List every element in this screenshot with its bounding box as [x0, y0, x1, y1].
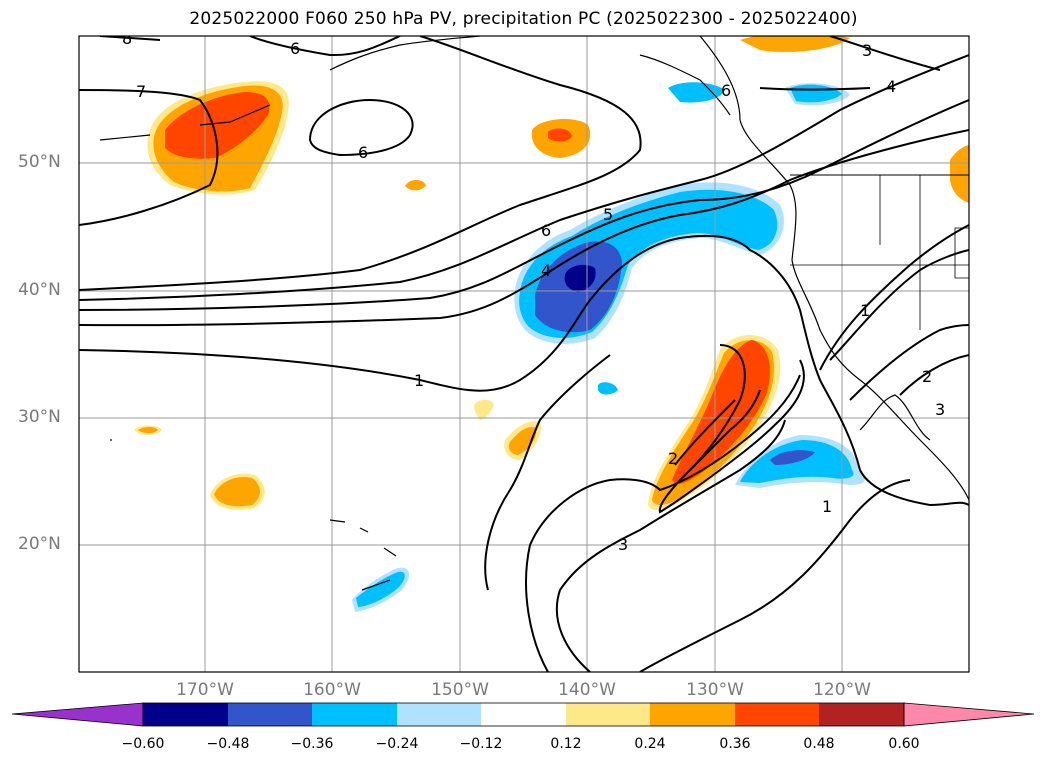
colorbar-tick-label: 0.48	[803, 736, 835, 752]
latitude-label: 40°N	[18, 280, 61, 300]
contour-label: 6	[721, 81, 731, 100]
contour-label: 3	[935, 400, 945, 419]
colorbar-underflow	[11, 702, 144, 727]
colorbar-segment	[143, 703, 228, 726]
colorbar	[11, 702, 1035, 727]
map-canvas: 8 6 7 6 5 6 4 1 2 3 1 1 2 3 3 4 6	[79, 29, 969, 672]
contour-label: 6	[290, 39, 300, 58]
colorbar-tick-label: −0.24	[375, 736, 419, 752]
contour-label: 7	[136, 82, 146, 101]
colorbar-segment	[397, 703, 481, 726]
colorbar-tick-label: −0.60	[121, 736, 165, 752]
contour-label: 1	[414, 371, 424, 390]
colorbar-segment	[228, 703, 312, 726]
contour-label: 2	[668, 449, 678, 468]
contour-label: 1	[822, 497, 832, 516]
colorbar-segment	[735, 703, 819, 726]
colorbar-tick-label: 0.12	[550, 736, 582, 752]
contour-label: 1	[860, 301, 870, 320]
contour-label: 4	[886, 77, 896, 96]
colorbar-tick-label: −0.36	[290, 736, 334, 752]
latitude-label: 50°N	[18, 152, 61, 172]
longitude-label: 140°W	[558, 680, 616, 700]
contour-label: 3	[618, 535, 628, 554]
pv-contour-labels: 8 6 7 6 5 6 4 1 2 3 1 1 2 3 3 4 6	[122, 29, 945, 554]
contour-label: 4	[541, 261, 551, 280]
coastlines	[99, 36, 969, 591]
colorbar-tick-label: −0.12	[459, 736, 503, 752]
colorbar-segment	[819, 703, 904, 726]
longitude-label: 150°W	[431, 680, 489, 700]
contour-label: 6	[541, 221, 551, 240]
latitude-label: 30°N	[18, 407, 61, 427]
longitude-label: 170°W	[176, 680, 234, 700]
colorbar-tick-label: −0.48	[206, 736, 250, 752]
contour-label: 8	[122, 29, 132, 48]
contour-label: 2	[922, 367, 932, 386]
longitude-label: 160°W	[303, 680, 361, 700]
longitude-label: 130°W	[686, 680, 744, 700]
pv-contours	[79, 36, 969, 672]
latitude-label: 20°N	[18, 534, 61, 554]
colorbar-segment	[566, 703, 650, 726]
longitude-label: 120°W	[813, 680, 871, 700]
colorbar-segment	[481, 703, 566, 726]
colorbar-tick-label: 0.24	[634, 736, 666, 752]
colorbar-tick-label: 0.60	[888, 736, 920, 752]
colorbar-segment	[312, 703, 397, 726]
colorbar-segment	[650, 703, 735, 726]
colorbar-tick-label: 0.36	[719, 736, 751, 752]
contour-label: 5	[603, 205, 613, 224]
contour-label: 3	[862, 41, 872, 60]
map-title: 2025022000 F060 250 hPa PV, precipitatio…	[189, 9, 858, 29]
colorbar-overflow	[903, 702, 1035, 727]
map-frame	[78, 35, 970, 673]
contour-label: 6	[358, 143, 368, 162]
graticule	[79, 36, 969, 672]
